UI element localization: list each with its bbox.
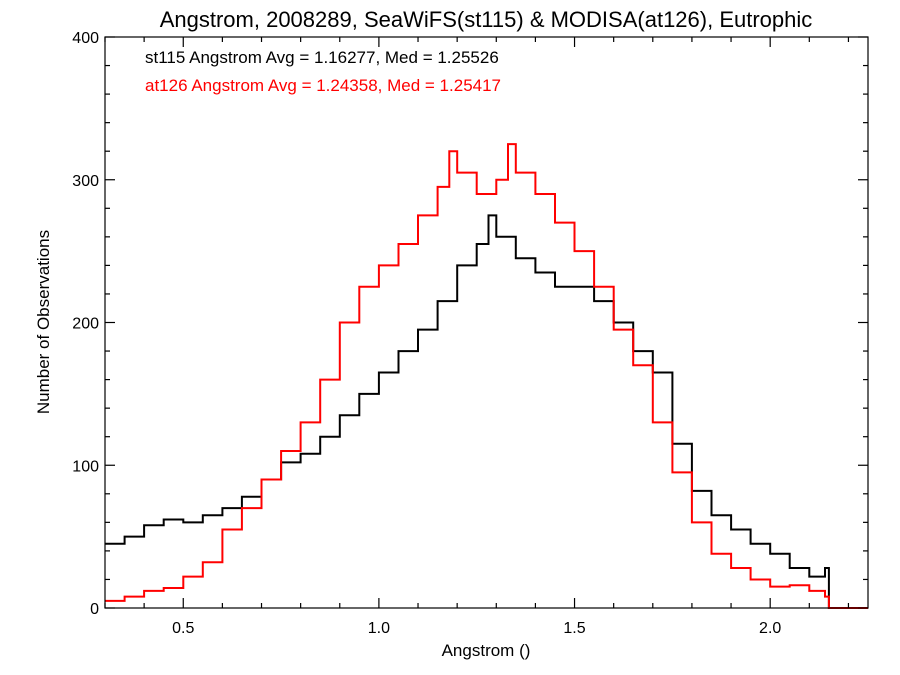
y-axis-label: Number of Observations — [34, 230, 53, 414]
plot-area: 0.5 1.0 1.5 2.0 0 100 200 300 400 — [72, 30, 869, 637]
series-line-at126 — [105, 143, 868, 609]
x-tick-label: 0.5 — [172, 620, 194, 637]
legend-entry-st115: st115 Angstrom Avg = 1.16277, Med = 1.25… — [145, 48, 499, 67]
legend-entry-at126: at126 Angstrom Avg = 1.24358, Med = 1.25… — [145, 76, 501, 95]
tick-layer: 0.5 1.0 1.5 2.0 0 100 200 300 400 — [72, 30, 868, 637]
y-tick-label: 400 — [72, 30, 99, 47]
x-tick-label: 1.5 — [563, 620, 585, 637]
x-axis-label: Angstrom () — [442, 641, 531, 660]
x-tick-label: 2.0 — [759, 620, 781, 637]
y-tick-label: 200 — [72, 316, 99, 333]
y-tick-label: 300 — [72, 173, 99, 190]
x-tick-label: 1.0 — [368, 620, 390, 637]
legend: st115 Angstrom Avg = 1.16277, Med = 1.25… — [145, 48, 501, 95]
series-line-st115 — [105, 214, 868, 609]
y-tick-label: 0 — [90, 601, 99, 618]
chart-title: Angstrom, 2008289, SeaWiFS(st115) & MODI… — [160, 7, 813, 32]
y-tick-label: 100 — [72, 458, 99, 475]
series-layer — [105, 143, 868, 609]
